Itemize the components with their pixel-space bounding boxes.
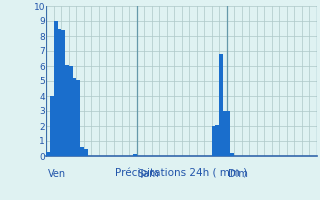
Bar	[73, 78, 76, 156]
Bar	[223, 111, 227, 156]
Bar	[69, 66, 73, 156]
Text: Dim: Dim	[228, 169, 248, 179]
Bar	[219, 54, 223, 156]
Bar	[133, 154, 137, 156]
Bar	[61, 30, 65, 156]
Bar	[50, 96, 54, 156]
Bar	[65, 64, 69, 156]
Text: Sam: Sam	[138, 169, 159, 179]
Bar	[215, 124, 219, 156]
Bar	[58, 28, 61, 156]
Bar	[46, 152, 50, 156]
Text: Ven: Ven	[48, 169, 66, 179]
Bar	[80, 147, 84, 156]
Bar	[84, 148, 88, 156]
Text: Précipitations 24h ( mm ): Précipitations 24h ( mm )	[116, 168, 248, 179]
Bar	[212, 126, 215, 156]
Bar	[227, 111, 230, 156]
Bar	[230, 153, 234, 156]
Bar	[76, 79, 80, 156]
Bar	[54, 21, 58, 156]
